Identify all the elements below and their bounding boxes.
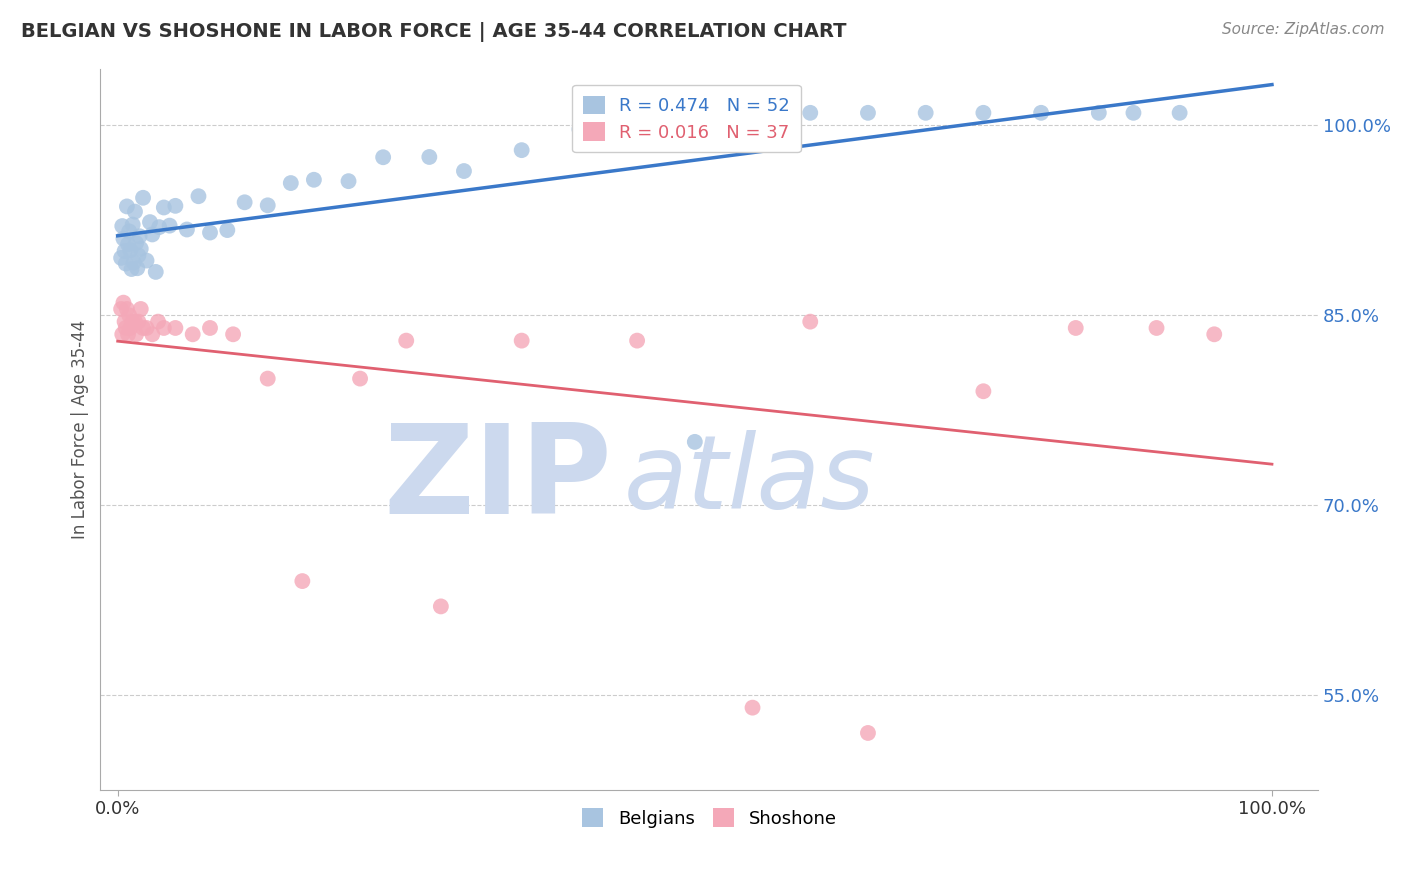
Point	[856, 105, 879, 120]
Point	[141, 227, 163, 242]
Point	[1204, 327, 1226, 342]
Point	[256, 371, 278, 385]
Point	[125, 327, 148, 342]
Point	[568, 122, 591, 136]
Point	[129, 242, 152, 256]
Point	[217, 223, 239, 237]
Legend: Belgians, Shoshone: Belgians, Shoshone	[575, 801, 844, 835]
Point	[110, 251, 132, 265]
Point	[1064, 321, 1087, 335]
Point	[176, 222, 198, 236]
Point	[115, 199, 138, 213]
Point	[510, 143, 533, 157]
Point	[395, 334, 418, 348]
Point	[741, 105, 763, 120]
Point	[233, 195, 256, 210]
Point	[418, 150, 440, 164]
Point	[683, 434, 706, 449]
Point	[141, 327, 163, 342]
Point	[118, 308, 141, 322]
Point	[145, 265, 167, 279]
Point	[1088, 105, 1111, 120]
Point	[115, 301, 138, 316]
Point	[198, 226, 221, 240]
Point	[302, 173, 325, 187]
Point	[153, 321, 176, 335]
Point	[291, 574, 314, 588]
Point	[121, 315, 143, 329]
Point	[127, 315, 149, 329]
Point	[118, 224, 141, 238]
Point	[128, 229, 150, 244]
Point	[453, 164, 475, 178]
Point	[165, 199, 187, 213]
Point	[1029, 105, 1052, 120]
Point	[112, 231, 135, 245]
Point	[148, 220, 170, 235]
Point	[125, 236, 148, 251]
Point	[181, 327, 204, 342]
Point	[135, 253, 157, 268]
Point	[111, 219, 134, 233]
Point	[114, 256, 136, 270]
Point	[914, 105, 936, 120]
Point	[110, 301, 132, 316]
Point	[135, 321, 157, 335]
Point	[972, 384, 994, 399]
Point	[1122, 105, 1144, 120]
Point	[626, 120, 648, 135]
Point	[132, 191, 155, 205]
Text: Source: ZipAtlas.com: Source: ZipAtlas.com	[1222, 22, 1385, 37]
Text: atlas: atlas	[624, 430, 876, 530]
Point	[121, 262, 143, 277]
Point	[139, 215, 162, 229]
Point	[510, 334, 533, 348]
Point	[120, 244, 142, 258]
Point	[146, 315, 169, 329]
Point	[337, 174, 360, 188]
Point	[132, 321, 155, 335]
Point	[117, 327, 139, 342]
Text: ZIP: ZIP	[382, 419, 612, 541]
Point	[349, 371, 371, 385]
Point	[122, 255, 145, 269]
Point	[187, 189, 209, 203]
Point	[121, 218, 143, 232]
Point	[159, 219, 181, 233]
Point	[114, 244, 136, 258]
Point	[256, 198, 278, 212]
Point	[124, 315, 146, 329]
Point	[280, 176, 302, 190]
Point	[114, 315, 136, 329]
Point	[112, 295, 135, 310]
Point	[120, 321, 142, 335]
Point	[198, 321, 221, 335]
Point	[117, 237, 139, 252]
Point	[1168, 105, 1191, 120]
Y-axis label: In Labor Force | Age 35-44: In Labor Force | Age 35-44	[72, 319, 89, 539]
Point	[741, 700, 763, 714]
Point	[1146, 321, 1168, 335]
Point	[127, 261, 149, 276]
Point	[626, 334, 648, 348]
Point	[124, 204, 146, 219]
Text: BELGIAN VS SHOSHONE IN LABOR FORCE | AGE 35-44 CORRELATION CHART: BELGIAN VS SHOSHONE IN LABOR FORCE | AGE…	[21, 22, 846, 42]
Point	[373, 150, 395, 164]
Point	[972, 105, 994, 120]
Point	[799, 105, 821, 120]
Point	[127, 248, 149, 262]
Point	[222, 327, 245, 342]
Point	[129, 301, 152, 316]
Point	[111, 327, 134, 342]
Point	[856, 726, 879, 740]
Point	[799, 315, 821, 329]
Point	[153, 201, 176, 215]
Point	[430, 599, 453, 614]
Point	[114, 321, 136, 335]
Point	[165, 321, 187, 335]
